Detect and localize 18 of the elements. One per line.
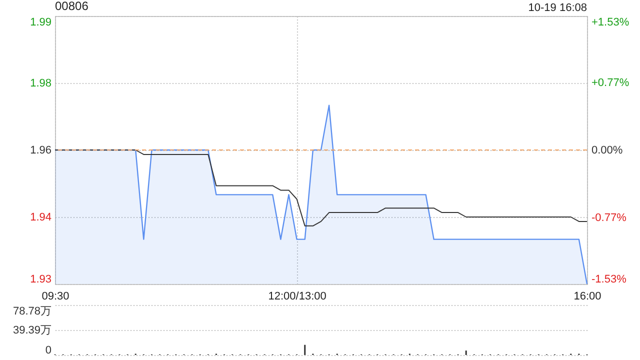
- x-tick-label: 09:30: [42, 290, 70, 302]
- x-tick-label: 16:00: [574, 290, 602, 302]
- chart-title: 00806: [55, 0, 89, 13]
- y2-tick-label: +0.77%: [592, 77, 630, 90]
- y-tick-label: 1.96: [30, 144, 52, 156]
- y-tick-label: 1.93: [30, 274, 52, 286]
- x-tick-label: 12:00/13:00: [268, 290, 326, 302]
- y-tick-label: 1.94: [30, 212, 52, 224]
- y-tick-label: 39.39万: [12, 324, 52, 336]
- y-tick-label: 0: [45, 344, 52, 356]
- y2-tick-label: -0.77%: [592, 212, 627, 224]
- y2-tick-label: 0.00%: [592, 144, 623, 156]
- y-tick-label: 78.78万: [12, 306, 52, 318]
- y2-tick-label: +1.53%: [592, 16, 630, 28]
- text: 10-19 16:08: [528, 2, 587, 14]
- y-tick-label: 1.99: [30, 16, 52, 28]
- y2-tick-label: -1.53%: [592, 274, 627, 286]
- y-tick-label: 1.98: [30, 78, 52, 90]
